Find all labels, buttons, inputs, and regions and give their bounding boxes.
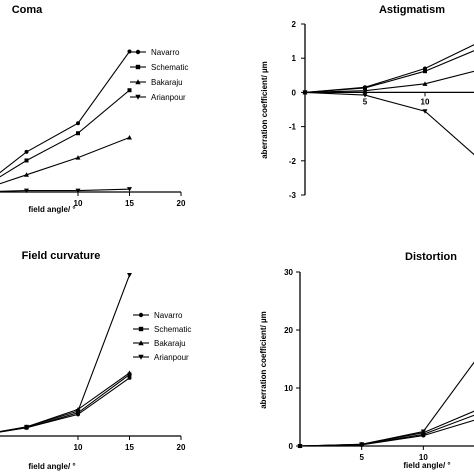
chart-title: Coma	[12, 4, 43, 16]
series-line-schematic	[304, 50, 474, 93]
data-point-bakaraju	[127, 135, 132, 140]
plot-area	[297, 361, 474, 449]
series-line-bakaraju	[0, 136, 130, 185]
x-tick-label: 15	[125, 443, 134, 452]
legend-entry-bakaraju: Bakaraju	[154, 339, 186, 348]
series-line-arianpour	[0, 274, 131, 433]
chart-panel-distortion: Distortion 5 10 30 20 10 0 field angle/ ° aberra…	[259, 251, 474, 470]
y-tick-label: -2	[289, 157, 297, 166]
chart-title: Astigmatism	[379, 4, 445, 16]
x-axis-label: field angle/ °	[28, 462, 75, 471]
y-tick-label: 0	[292, 88, 297, 97]
data-point-arianpour	[24, 188, 29, 194]
legend-marker-schematic	[135, 64, 141, 70]
series-line-schematic	[0, 89, 130, 178]
series-line-bakaraju	[0, 372, 130, 433]
series-line-navarro	[0, 51, 130, 174]
data-point-arianpour	[297, 444, 303, 449]
legend-marker-bakaraju	[135, 79, 141, 85]
data-point-bakaraju	[24, 172, 29, 177]
legend-entry-navarro: Navarro	[154, 311, 183, 320]
x-axis-label: field angle/ °	[28, 205, 75, 214]
x-tick-label: 10	[74, 199, 83, 208]
data-point-navarro	[127, 375, 132, 380]
data-point-bakaraju	[422, 81, 428, 86]
chart-title: Distortion	[405, 251, 457, 263]
y-tick-label: 1	[292, 54, 297, 63]
legend-entry-navarro: Navarro	[151, 48, 180, 57]
legend-marker-arianpour	[135, 94, 141, 100]
legend-marker-bakaraju	[138, 340, 144, 346]
plot-area	[0, 272, 132, 433]
data-point-schematic	[363, 85, 367, 90]
legend-entry-schematic: Schematic	[154, 325, 191, 334]
y-axis-label: aberration coefficient/ µm	[260, 61, 269, 159]
data-point-arianpour	[302, 90, 308, 95]
y-tick-label: -1	[289, 123, 297, 132]
legend-entry-schematic: Schematic	[151, 63, 188, 72]
x-tick-label: 20	[177, 443, 186, 452]
data-point-arianpour	[420, 429, 426, 434]
y-tick-label: -3	[289, 191, 297, 200]
y-tick-label: 10	[284, 384, 293, 393]
data-point-arianpour	[127, 272, 132, 278]
x-tick-label: 10	[421, 97, 430, 106]
x-tick-label: 5	[363, 97, 368, 106]
legend-entry-arianpour: Arianpour	[151, 93, 186, 102]
data-point-arianpour	[127, 187, 132, 192]
x-axis-label: field angle/ °	[403, 461, 450, 470]
series-line-arianpour	[299, 361, 474, 447]
legend-marker-arianpour	[138, 354, 144, 360]
y-tick-label: 0	[289, 442, 294, 451]
chart-title: Field curvature	[22, 250, 101, 262]
x-tick-label: 5	[359, 453, 364, 462]
data-point-bakaraju	[75, 155, 81, 160]
legend: Navarro Schematic Bakaraju Arianpour	[133, 311, 191, 362]
series-line-arianpour	[304, 91, 474, 156]
data-point-schematic	[24, 158, 29, 163]
data-point-arianpour	[422, 109, 428, 114]
x-tick-label: 10	[419, 453, 428, 462]
data-point-schematic	[76, 131, 80, 136]
series-line-bakaraju	[299, 410, 474, 447]
y-tick-label: 2	[292, 20, 297, 29]
plot-area	[302, 44, 474, 156]
x-tick-label: 20	[177, 199, 186, 208]
data-point-bakaraju	[362, 88, 368, 93]
legend-marker-schematic	[138, 326, 144, 332]
series-line-bakaraju	[304, 70, 474, 93]
x-tick-label: 10	[74, 443, 83, 452]
data-point-bakaraju	[127, 370, 132, 375]
y-axis-label: aberration coefficient/ µm	[259, 311, 268, 409]
y-tick-label: 20	[284, 326, 293, 335]
x-tick-label: 15	[125, 199, 134, 208]
y-tick-label: 30	[284, 268, 293, 277]
data-point-arianpour	[359, 442, 365, 447]
data-point-schematic	[127, 88, 132, 93]
chart-panel-field-curvature: Field curvature 10 15 20 field angle/ ° Navar…	[0, 250, 191, 471]
data-point-arianpour	[75, 188, 81, 194]
series-line-schematic	[0, 374, 130, 433]
series-line-arianpour	[0, 188, 130, 192]
plot-area	[0, 49, 132, 194]
chart-panel-coma: Coma 10 15 20 field angle/ ° Navarro Schematic…	[0, 4, 188, 214]
legend-entry-arianpour: Arianpour	[154, 353, 189, 362]
data-point-navarro	[76, 121, 80, 126]
data-point-schematic	[423, 69, 427, 74]
data-point-navarro	[24, 149, 29, 154]
legend-marker-navarro	[135, 49, 141, 55]
data-point-arianpour	[362, 93, 368, 98]
legend: Navarro Schematic Bakaraju Arianpour	[130, 48, 188, 102]
legend-marker-navarro	[138, 312, 144, 318]
data-point-arianpour	[24, 424, 29, 430]
legend-entry-bakaraju: Bakaraju	[151, 78, 183, 87]
series-line-navarro	[304, 44, 474, 93]
series-line-navarro	[299, 419, 474, 447]
data-point-arianpour	[75, 409, 81, 414]
